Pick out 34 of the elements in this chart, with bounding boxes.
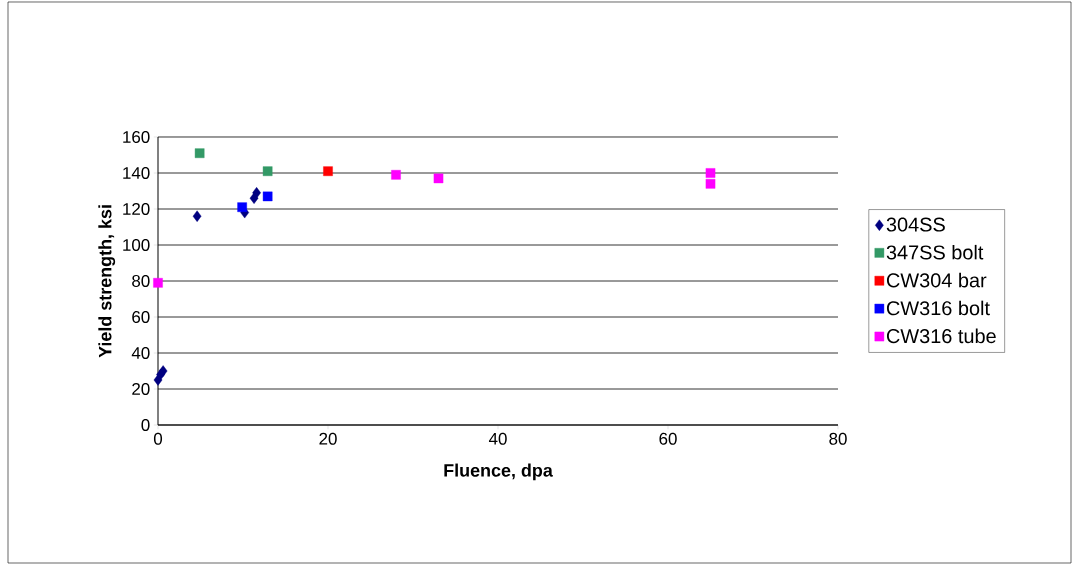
legend-label: CW304 bar <box>886 272 987 288</box>
y-tick-label: 40 <box>131 347 150 359</box>
point <box>252 187 261 199</box>
legend-label: 304SS <box>886 217 945 232</box>
point <box>237 202 247 212</box>
point <box>194 148 205 158</box>
point <box>262 166 273 176</box>
point <box>192 210 202 222</box>
x-tick-label: 60 <box>659 432 677 445</box>
y-tick-label: 120 <box>123 203 150 215</box>
y-tick-label: 160 <box>123 131 150 143</box>
x-axis-title: Fluence, dpa <box>444 463 553 481</box>
point <box>262 191 273 202</box>
x-tick-label: 80 <box>829 432 847 445</box>
y-tick-label: 0 <box>141 419 150 431</box>
point <box>433 173 444 184</box>
y-tick-label: 100 <box>123 239 150 251</box>
point <box>705 168 716 178</box>
x-tick-label: 40 <box>488 432 507 445</box>
legend-label: CW316 bolt <box>886 300 990 316</box>
y-tick-label: 80 <box>132 275 150 287</box>
point <box>153 278 163 288</box>
point <box>391 170 401 180</box>
legend-label: CW316 tube <box>886 328 996 344</box>
x-tick-label: 20 <box>319 432 337 445</box>
point <box>323 166 333 176</box>
y-tick-label: 60 <box>132 311 150 323</box>
x-tick-label: 0 <box>153 432 163 445</box>
point <box>705 179 716 189</box>
legend-label: 347SS bolt <box>886 244 984 260</box>
y-tick-label: 20 <box>132 383 150 395</box>
y-tick-label: 140 <box>123 167 150 179</box>
y-axis-title: Yield strength, ksi <box>98 205 116 358</box>
point <box>158 365 168 377</box>
